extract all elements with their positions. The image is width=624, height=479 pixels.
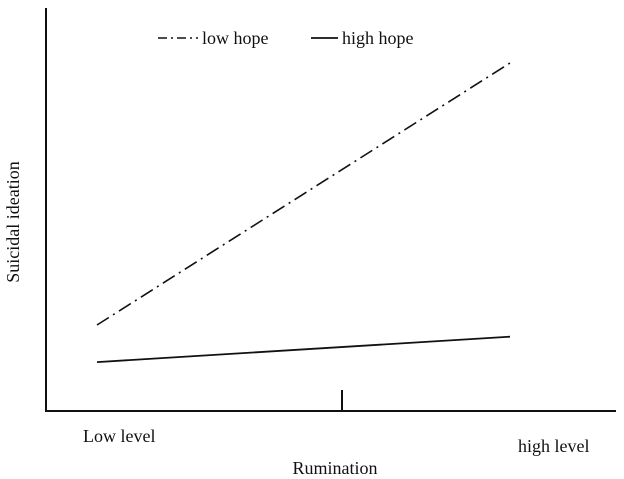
x-tick-label-high: high level [518,436,589,456]
legend-label-low-hope: low hope [202,28,269,48]
x-tick-label-low: Low level [83,426,155,446]
legend: low hope high hope [158,28,414,48]
legend-label-high-hope: high hope [342,28,414,48]
x-axis-title: Rumination [293,458,378,478]
series-line-low-hope [96,62,511,326]
series-line-high-hope [96,335,511,363]
y-axis-title: Suicidal ideation [3,161,23,282]
